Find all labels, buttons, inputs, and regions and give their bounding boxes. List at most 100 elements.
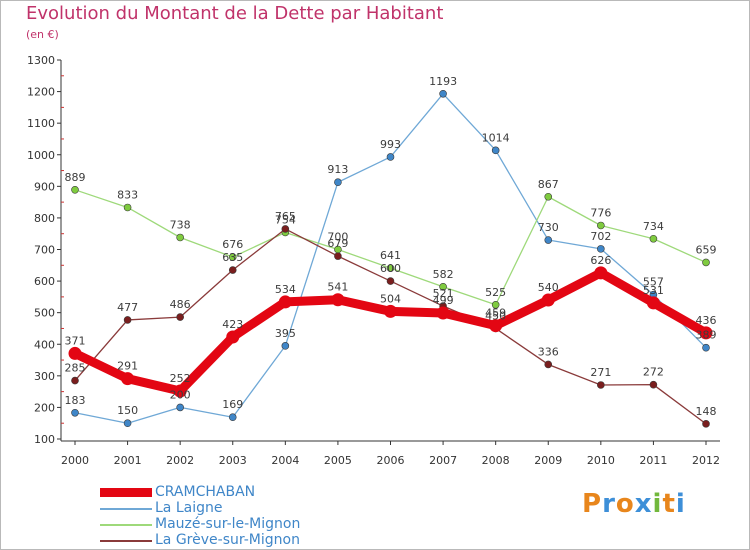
data-point (278, 295, 292, 309)
y-tick-label: 300 (34, 370, 55, 383)
data-label: 252 (170, 372, 191, 385)
data-label: 1014 (482, 131, 510, 144)
data-point (334, 252, 342, 260)
data-label: 582 (433, 268, 454, 281)
data-label: 1193 (429, 75, 457, 88)
data-label: 371 (65, 334, 86, 347)
data-label: 635 (222, 251, 243, 264)
legend-label: La Grève-sur-Mignon (155, 532, 300, 548)
legend-item-mauze: Mauzé-sur-le-Mignon (100, 516, 360, 533)
data-point (226, 330, 240, 344)
data-label: 148 (696, 405, 717, 418)
x-tick-label: 2005 (324, 454, 352, 467)
data-label: 423 (222, 318, 243, 331)
data-point (71, 376, 79, 385)
data-point (176, 403, 184, 412)
data-label: 291 (117, 360, 138, 373)
data-label: 200 (170, 388, 191, 401)
data-label: 557 (643, 276, 664, 289)
legend-label: Mauzé-sur-le-Mignon (155, 516, 301, 532)
data-label: 738 (170, 218, 191, 231)
y-tick-label: 700 (34, 244, 55, 257)
data-label: 730 (538, 221, 559, 234)
legend-swatch (100, 540, 152, 542)
data-label: 993 (380, 138, 401, 151)
data-label: 641 (380, 249, 401, 262)
data-point (646, 296, 660, 310)
x-tick-label: 2011 (639, 454, 667, 467)
data-point (334, 178, 342, 187)
data-label: 734 (643, 220, 664, 233)
data-point (439, 282, 447, 291)
data-point (649, 234, 658, 243)
data-point (699, 326, 713, 340)
proxiti-logo: Proxiti (582, 489, 686, 519)
data-label: 271 (590, 366, 611, 379)
data-point (597, 245, 605, 253)
data-label: 540 (538, 281, 559, 294)
data-point (173, 384, 187, 398)
data-point (491, 146, 500, 155)
data-label: 534 (275, 283, 296, 296)
legend-label: La Laigne (155, 500, 223, 516)
data-point (281, 225, 290, 233)
data-label: 889 (65, 171, 86, 184)
data-point (491, 300, 500, 309)
series-line (74, 189, 707, 306)
data-label: 272 (643, 366, 664, 379)
y-tick-label: 600 (34, 275, 55, 288)
x-tick-label: 2002 (166, 454, 194, 467)
legend-item-cramchaban: CRAMCHABAN (100, 484, 360, 501)
data-label: 765 (275, 210, 296, 223)
data-point (702, 420, 710, 428)
data-point (594, 266, 608, 280)
legend-label: CRAMCHABAN (155, 484, 256, 500)
data-label: 499 (433, 294, 454, 307)
legend-swatch (100, 488, 152, 497)
x-tick-label: 2000 (61, 454, 89, 467)
y-tick-label: 1300 (27, 54, 55, 67)
data-label: 754 (275, 213, 296, 226)
data-label: 833 (117, 188, 138, 201)
legend-item-la-greve: La Grève-sur-Mignon (100, 532, 360, 549)
data-label: 459 (485, 307, 506, 320)
data-point (228, 413, 237, 422)
data-point (649, 380, 658, 389)
data-point (597, 381, 605, 389)
data-label: 525 (485, 286, 506, 299)
data-point (439, 89, 447, 98)
y-tick-label: 900 (34, 180, 55, 193)
data-point (386, 264, 395, 272)
data-point (436, 306, 450, 320)
data-point (386, 277, 395, 285)
data-point (123, 203, 132, 212)
data-point (228, 266, 237, 274)
data-label: 700 (327, 231, 348, 244)
data-point (281, 342, 290, 350)
data-label: 486 (170, 298, 191, 311)
data-label: 776 (590, 206, 611, 219)
data-label: 867 (538, 178, 559, 191)
data-point (489, 319, 503, 333)
data-point (71, 408, 79, 417)
x-tick-label: 2010 (587, 454, 615, 467)
data-point (68, 346, 82, 360)
x-tick-label: 2012 (692, 454, 720, 467)
data-label: 676 (222, 238, 243, 251)
data-label: 626 (590, 254, 611, 267)
y-tick-label: 1100 (27, 117, 55, 130)
data-point (541, 293, 555, 307)
legend-item-la-laigne: La Laigne (100, 500, 360, 517)
data-label: 600 (380, 262, 401, 275)
data-label: 450 (485, 309, 506, 322)
data-point (176, 233, 184, 242)
data-point (702, 343, 710, 352)
data-label: 702 (590, 230, 611, 243)
y-tick-label: 500 (34, 307, 55, 320)
y-tick-label: 800 (34, 212, 55, 225)
data-point (123, 419, 132, 428)
x-tick-label: 2003 (219, 454, 247, 467)
data-label: 336 (538, 345, 559, 358)
